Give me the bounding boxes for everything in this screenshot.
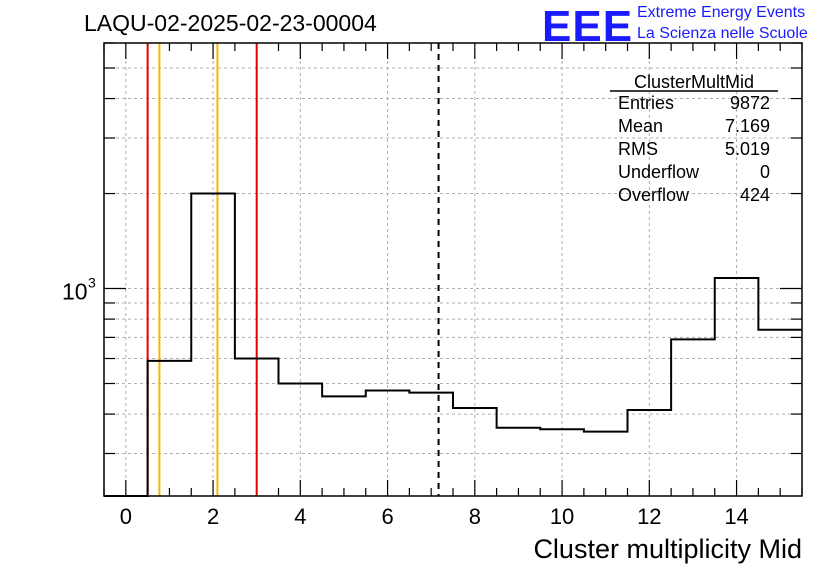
eee-logo: EEE: [542, 2, 634, 51]
axis-ticks: [103, 42, 803, 496]
x-tick-label: 14: [724, 504, 748, 529]
grid: [104, 42, 802, 496]
stats-value: 424: [739, 185, 770, 205]
stats-value: 9872: [729, 93, 770, 113]
x-tick-label: 4: [294, 504, 306, 529]
logo-line-2: La Scienza nelle Scuole: [637, 25, 808, 42]
y-tick-labels: 10 3: [62, 275, 96, 305]
plot-frame: [103, 42, 803, 497]
y-tick-label-base: 10: [62, 279, 88, 305]
stats-key: Overflow: [618, 185, 690, 205]
stats-value: 5.019: [724, 139, 770, 159]
stats-box-title: ClusterMultMid: [633, 72, 755, 92]
stats-key: Entries: [618, 93, 675, 113]
stats-key: RMS: [618, 139, 658, 159]
stats-value: 7.169: [724, 116, 770, 136]
chart-title: LAQU-02-2025-02-23-00004: [84, 10, 377, 36]
y-tick-label-exp: 3: [88, 275, 96, 291]
logo-line-1: Extreme Energy Events: [637, 4, 806, 21]
histogram-outline: [104, 192, 802, 497]
x-tick-label: 10: [550, 504, 574, 529]
x-axis-label: Cluster multiplicity Mid: [533, 534, 802, 564]
x-tick-label: 12: [637, 504, 661, 529]
stats-key: Underflow: [618, 162, 700, 182]
x-tick-labels: 0 2 4 6 8 10 12 14: [120, 504, 749, 529]
x-tick-label: 6: [381, 504, 393, 529]
stats-key: Mean: [618, 116, 664, 136]
x-tick-label: 8: [469, 504, 481, 529]
x-tick-label: 2: [207, 504, 219, 529]
stats-value: 0: [759, 162, 770, 182]
x-tick-label: 0: [120, 504, 132, 529]
